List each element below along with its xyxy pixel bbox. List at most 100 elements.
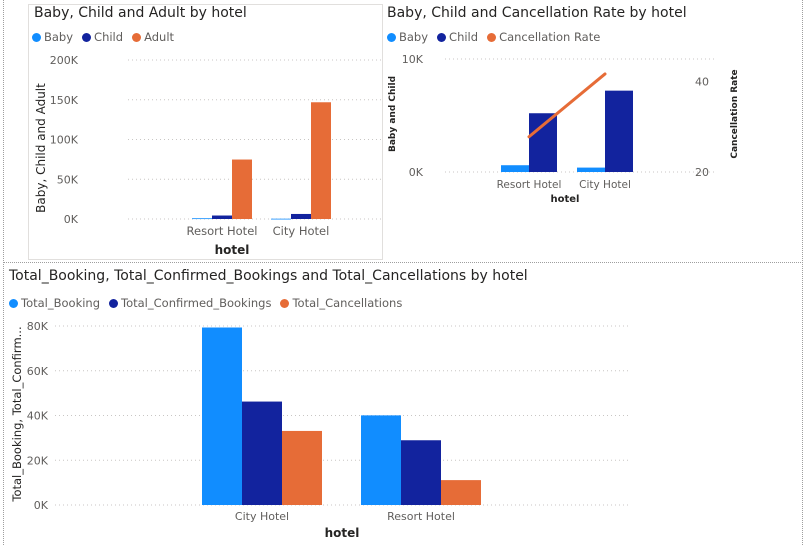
- chart3-ylabel: Total_Booking, Total_Confirm...: [10, 326, 24, 502]
- legend-dot-icon: [280, 298, 290, 308]
- chart3-grid: [55, 325, 628, 506]
- legend-dot-icon: [132, 32, 142, 42]
- chart2-legend: Baby Child Cancellation Rate: [387, 30, 609, 44]
- chart1-ytick-label: 50K: [57, 173, 79, 186]
- legend-dot-icon: [9, 298, 18, 308]
- chart2-line: [527, 72, 607, 139]
- chart2-legend-label: Cancellation Rate: [499, 30, 601, 44]
- legend-dot-icon: [32, 32, 41, 42]
- chart1-title: Baby, Child and Adult by hotel: [34, 5, 247, 21]
- chart3-ytick-label: 80K: [27, 320, 49, 333]
- chart3-legend-item-total-cancellations[interactable]: Total_Cancellations: [280, 296, 402, 310]
- chart2-y2label: Cancellation Rate: [730, 69, 740, 158]
- chart1-ylabel: Baby, Child and Adult: [34, 83, 48, 213]
- chart3-bar: [282, 430, 322, 505]
- chart2-cancellation-rate-line: [527, 72, 607, 139]
- chart2-bar: [501, 165, 529, 172]
- chart3-legend-label: Total_Confirmed_Bookings: [121, 296, 272, 310]
- chart3-visual[interactable]: Total_Booking, Total_Confirmed_Bookings …: [0, 263, 806, 545]
- legend-dot-icon: [82, 32, 92, 42]
- chart2-yticks: 0K 10K: [402, 53, 424, 179]
- chart3-plot: 0K 20K 40K 60K 80K City Hotel Resort Hotel ho…: [10, 320, 628, 540]
- chart1-ytick-label: 100K: [50, 134, 79, 147]
- chart1-legend-item-adult[interactable]: Adult: [132, 30, 174, 44]
- chart2-bar: [577, 167, 605, 172]
- chart3-legend-item-total-confirmed-bookings[interactable]: Total_Confirmed_Bookings: [109, 296, 271, 310]
- chart2-xlabel: hotel: [551, 194, 580, 205]
- chart3-bar: [361, 415, 401, 505]
- chart2-xticks: Resort Hotel City Hotel: [497, 179, 631, 191]
- chart2-bar: [529, 113, 557, 172]
- chart1-legend-label: Adult: [144, 30, 175, 44]
- chart3-ytick-label: 20K: [27, 454, 49, 467]
- chart1-legend-item-child[interactable]: Child: [82, 30, 123, 44]
- chart2-legend-label: Child: [449, 30, 479, 44]
- chart2-legend-item-baby[interactable]: Baby: [387, 30, 428, 44]
- chart2-ylabel: Baby and Child: [388, 76, 398, 152]
- chart1-bar: [212, 215, 232, 219]
- chart1-yticks: 0K 50K 100K 150K 200K: [50, 54, 79, 226]
- chart2-xtick-label: City Hotel: [579, 179, 631, 191]
- chart1-bar: [271, 218, 291, 220]
- chart2-legend-item-child[interactable]: Child: [437, 30, 478, 44]
- chart3-yticks: 0K 20K 40K 60K 80K: [27, 320, 49, 512]
- chart3-bars: [202, 327, 481, 505]
- chart3-bar: [441, 480, 481, 505]
- chart3-ytick-label: 40K: [27, 410, 49, 423]
- chart2-ytick-label: 10K: [402, 53, 424, 66]
- legend-dot-icon: [437, 32, 447, 42]
- chart2-legend-item-cancellation-rate[interactable]: Cancellation Rate: [487, 30, 600, 44]
- chart2-legend-label: Baby: [399, 30, 429, 44]
- chart3-ytick-label: 60K: [27, 365, 49, 378]
- chart3-legend-label: Total_Cancellations: [292, 296, 403, 310]
- chart1-bar: [232, 159, 252, 219]
- chart3-xtick-label: City Hotel: [235, 510, 289, 523]
- chart3-xlabel: hotel: [325, 526, 360, 540]
- chart1-bar: [192, 218, 212, 220]
- chart1-visual[interactable]: Baby, Child and Adult by hotel Baby Chil…: [30, 0, 385, 262]
- chart2-y2tick-label: 20: [695, 166, 709, 179]
- chart1-bars: [192, 102, 331, 220]
- page-left-border: [3, 0, 4, 545]
- chart1-legend: Baby Child Adult: [32, 30, 183, 44]
- chart3-xtick-label: Resort Hotel: [387, 510, 455, 523]
- chart2-y2tick-label: 40: [695, 76, 709, 89]
- chart1-legend-label: Child: [94, 30, 124, 44]
- chart1-xtick-label: Resort Hotel: [187, 224, 258, 238]
- chart3-ytick-label: 0K: [34, 499, 49, 512]
- page-right-border: [802, 0, 803, 545]
- chart1-bar: [291, 213, 311, 219]
- chart1-frame: [28, 4, 383, 260]
- chart1-xticks: Resort Hotel City Hotel: [187, 224, 330, 238]
- legend-dot-icon: [487, 32, 497, 42]
- chart3-top-border: [3, 262, 803, 263]
- chart1-xlabel: hotel: [215, 243, 250, 257]
- chart1-legend-label: Baby: [44, 30, 74, 44]
- chart1-bar: [311, 102, 331, 219]
- legend-dot-icon: [387, 32, 396, 42]
- chart2-visual[interactable]: Baby, Child and Cancellation Rate by hot…: [385, 0, 755, 262]
- chart2-bars: [501, 90, 633, 172]
- chart3-legend-label: Total_Booking: [21, 296, 101, 310]
- chart1-ytick-label: 200K: [50, 54, 79, 67]
- chart3-legend-item-total-booking[interactable]: Total_Booking: [9, 296, 100, 310]
- chart2-xtick-label: Resort Hotel: [497, 179, 562, 191]
- chart1-grid: [128, 59, 382, 220]
- chart1-plot: 0K 50K 100K 150K 200K Resort Hotel City Hotel…: [34, 54, 382, 257]
- chart3-xticks: City Hotel Resort Hotel: [235, 510, 455, 523]
- chart3-bar: [242, 401, 282, 505]
- chart1-ytick-label: 150K: [50, 94, 79, 107]
- chart2-ytick-label: 0K: [409, 166, 424, 179]
- chart2-bar: [605, 90, 633, 172]
- chart3-bar: [202, 327, 242, 505]
- chart1-legend-item-baby[interactable]: Baby: [32, 30, 73, 44]
- chart1-ytick-label: 0K: [64, 213, 79, 226]
- chart3-legend: Total_Booking Total_Confirmed_Bookings T…: [9, 296, 411, 310]
- chart2-grid: [445, 58, 715, 173]
- chart3-title: Total_Booking, Total_Confirmed_Bookings …: [9, 268, 528, 284]
- chart2-title: Baby, Child and Cancellation Rate by hot…: [387, 5, 687, 21]
- chart3-bar: [401, 440, 441, 505]
- chart1-xtick-label: City Hotel: [273, 224, 330, 238]
